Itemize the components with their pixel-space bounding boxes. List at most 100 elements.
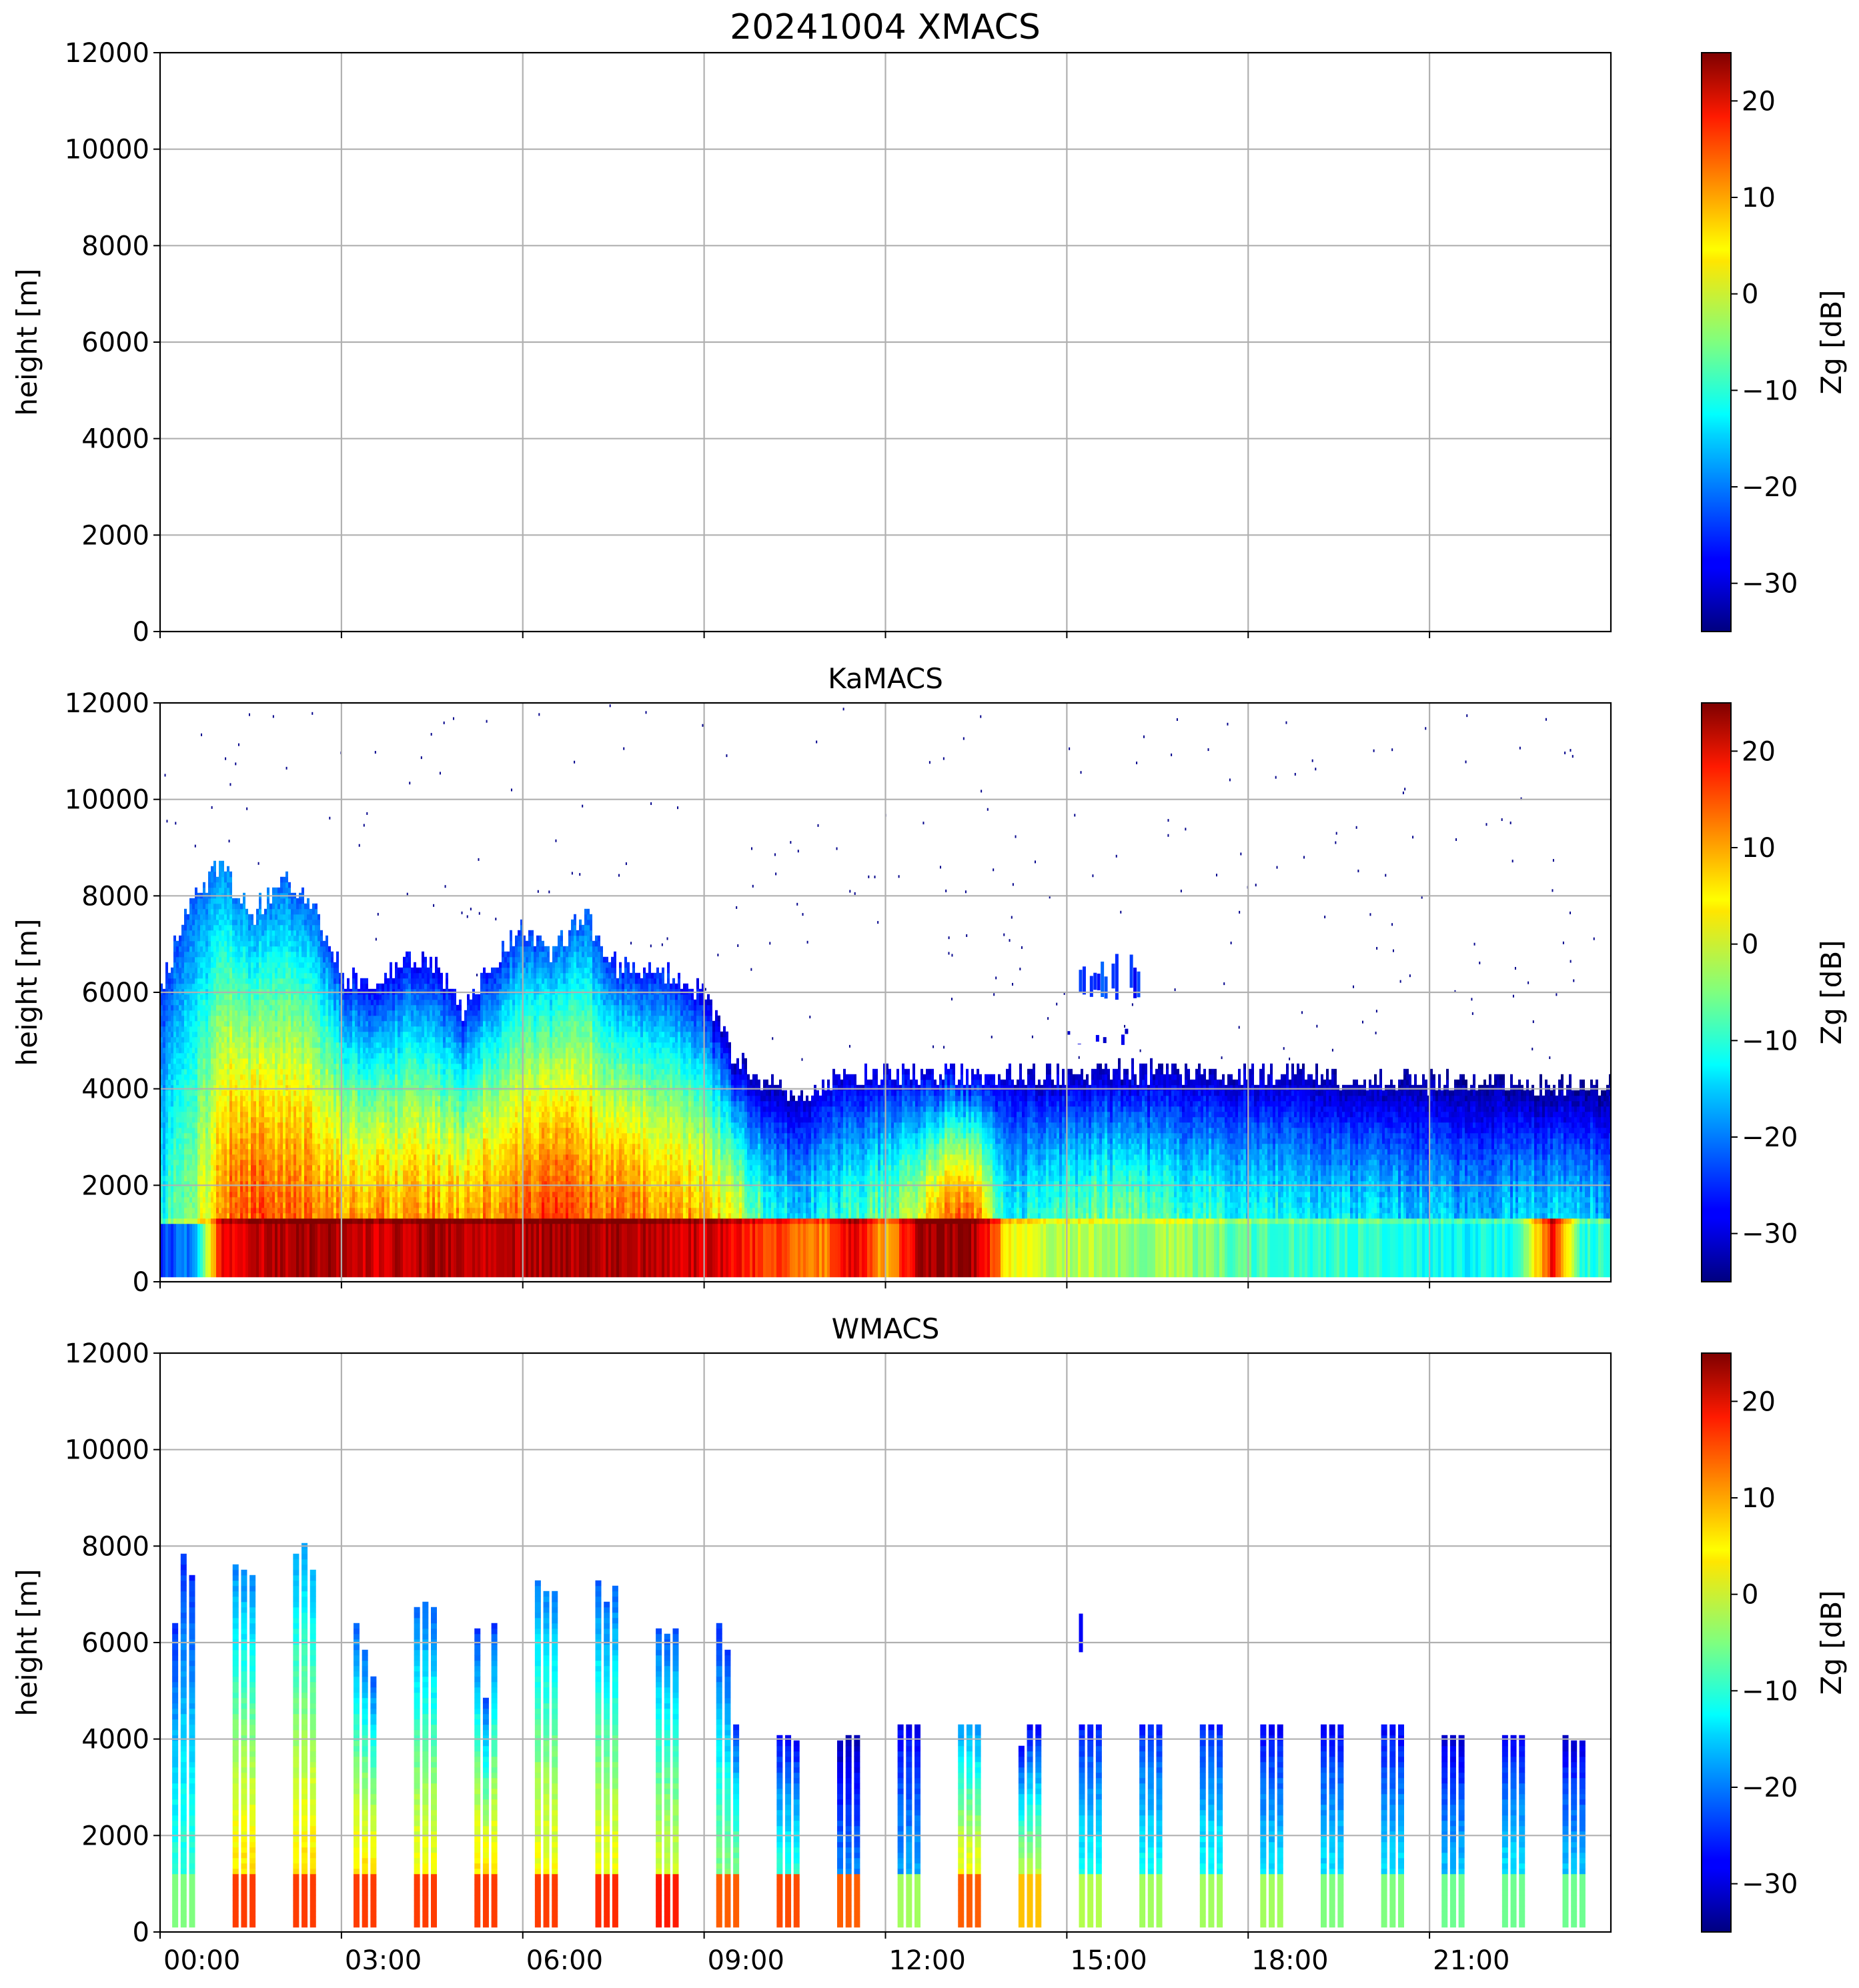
reflectivity-cell (227, 872, 229, 878)
reflectivity-cell (248, 1010, 251, 1016)
reflectivity-cell (328, 1026, 331, 1032)
reflectivity-cell (344, 1000, 347, 1006)
reflectivity-cell (197, 936, 200, 942)
reflectivity-cell (299, 1176, 301, 1182)
reflectivity-cell (253, 1048, 256, 1054)
reflectivity-cell (163, 1149, 165, 1155)
reflectivity-cell (224, 1213, 227, 1219)
reflectivity-cell (184, 930, 187, 936)
reflectivity-cell (211, 1117, 213, 1123)
reflectivity-cell (205, 1010, 208, 1016)
reflectivity-cell (328, 962, 331, 968)
reflectivity-cell (326, 946, 328, 952)
reflectivity-cell (312, 1256, 315, 1262)
reflectivity-cell (336, 968, 339, 974)
reflectivity-cell (232, 1234, 235, 1240)
reflectivity-cell (213, 1213, 216, 1219)
reflectivity-cell (269, 1101, 272, 1107)
reflectivity-cell (267, 1192, 269, 1198)
reflectivity-cell (219, 1133, 221, 1139)
reflectivity-cell (251, 1154, 253, 1160)
reflectivity-cell (229, 1042, 232, 1048)
reflectivity-cell (211, 1074, 213, 1080)
reflectivity-cell (350, 1090, 352, 1096)
reflectivity-cell (296, 978, 299, 984)
reflectivity-cell (189, 1240, 192, 1246)
reflectivity-cell (251, 1160, 253, 1166)
reflectivity-cell (203, 1080, 205, 1086)
reflectivity-cell (272, 1032, 275, 1038)
reflectivity-cell (192, 1170, 195, 1176)
reflectivity-cell (187, 1160, 189, 1166)
reflectivity-cell (272, 930, 275, 936)
reflectivity-cell (251, 1256, 253, 1262)
reflectivity-cell (307, 914, 309, 920)
reflectivity-cell (200, 1261, 203, 1267)
reflectivity-cell (245, 1096, 248, 1102)
reflectivity-cell (326, 1192, 328, 1198)
reflectivity-cell (243, 1250, 245, 1256)
reflectivity-cell (309, 1005, 312, 1011)
reflectivity-cell (168, 1122, 171, 1128)
reflectivity-cell (301, 1096, 304, 1102)
reflectivity-cell (176, 1160, 179, 1166)
reflectivity-cell (275, 1234, 277, 1240)
reflectivity-cell (195, 1085, 197, 1091)
reflectivity-cell (328, 1234, 331, 1240)
reflectivity-cell (203, 1240, 205, 1246)
reflectivity-cell (318, 1170, 320, 1176)
reflectivity-cell (203, 1170, 205, 1176)
reflectivity-cell (219, 1229, 221, 1235)
reflectivity-cell (189, 1170, 192, 1176)
reflectivity-cell (336, 1213, 339, 1219)
reflectivity-cell (288, 1064, 291, 1070)
reflectivity-cell (213, 1218, 216, 1224)
reflectivity-cell (285, 1149, 288, 1155)
reflectivity-cell (173, 1256, 176, 1262)
reflectivity-cell (336, 1122, 339, 1128)
reflectivity-cell (208, 1085, 211, 1091)
reflectivity-cell (344, 1117, 347, 1123)
reflectivity-cell (216, 909, 219, 915)
reflectivity-cell (179, 941, 181, 947)
reflectivity-cell (197, 1122, 200, 1128)
reflectivity-cell (219, 898, 221, 904)
reflectivity-cell (224, 909, 227, 915)
reflectivity-cell (176, 1090, 179, 1096)
reflectivity-cell (213, 1240, 216, 1246)
reflectivity-cell (235, 994, 237, 1000)
reflectivity-cell (267, 1112, 269, 1118)
reflectivity-cell (347, 1144, 350, 1150)
reflectivity-cell (221, 1101, 224, 1107)
reflectivity-cell (189, 1250, 192, 1256)
reflectivity-cell (261, 994, 264, 1000)
reflectivity-cell (205, 1005, 208, 1011)
reflectivity-cell (251, 946, 253, 952)
reflectivity-cell (213, 1250, 216, 1256)
reflectivity-cell (181, 1176, 184, 1182)
reflectivity-cell (205, 994, 208, 1000)
reflectivity-cell (176, 1085, 179, 1091)
y-tick-label: 6000 (81, 327, 149, 358)
reflectivity-cell (179, 1202, 181, 1208)
reflectivity-cell (259, 1170, 261, 1176)
reflectivity-cell (245, 978, 248, 984)
reflectivity-cell (232, 946, 235, 952)
reflectivity-cell (261, 936, 264, 942)
reflectivity-cell (163, 1160, 165, 1166)
reflectivity-cell (288, 952, 291, 958)
reflectivity-cell (253, 1074, 256, 1080)
reflectivity-cell (336, 1256, 339, 1262)
reflectivity-cell (171, 1032, 173, 1038)
reflectivity-cell (224, 1117, 227, 1123)
reflectivity-cell (205, 1000, 208, 1006)
reflectivity-cell (205, 1208, 208, 1214)
reflectivity-cell (259, 1021, 261, 1027)
reflectivity-cell (350, 1202, 352, 1208)
reflectivity-cell (173, 1058, 176, 1064)
reflectivity-cell (269, 936, 272, 942)
reflectivity-cell (259, 936, 261, 942)
reflectivity-cell (163, 1085, 165, 1091)
reflectivity-cell (280, 1197, 283, 1203)
reflectivity-cell (277, 973, 280, 979)
